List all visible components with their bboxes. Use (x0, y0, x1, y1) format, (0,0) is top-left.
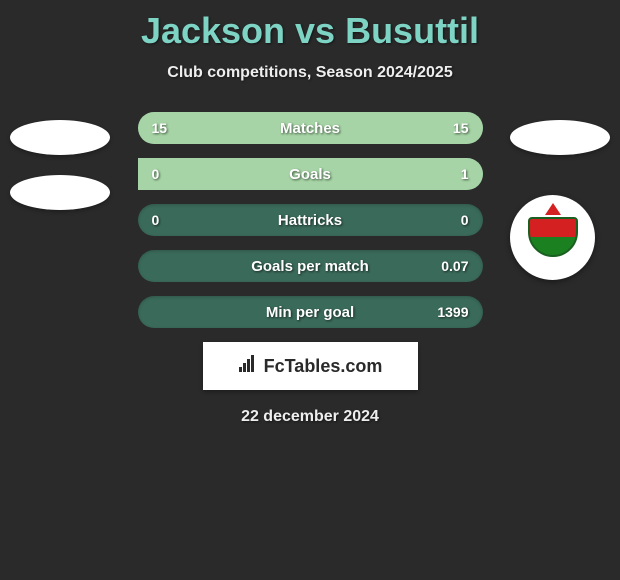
right-club-icons (510, 120, 610, 280)
stat-left-value: 0 (152, 212, 160, 228)
date-text: 22 december 2024 (0, 408, 620, 426)
stat-bar-goals: 0 Goals 1 (138, 158, 483, 190)
left-club-icons (10, 120, 110, 230)
chart-icon (238, 355, 258, 378)
stat-label: Hattricks (278, 212, 342, 229)
left-club-icon-2 (10, 175, 110, 210)
badge-shield-icon (528, 217, 578, 257)
stat-label: Goals per match (251, 258, 369, 275)
stat-right-value: 1 (461, 166, 469, 182)
stat-label: Goals (289, 166, 331, 183)
right-club-icon-1 (510, 120, 610, 155)
page-title: Jackson vs Busuttil (0, 0, 620, 52)
badge-inner-icon (520, 205, 585, 270)
stat-bar-hattricks: 0 Hattricks 0 (138, 204, 483, 236)
stat-label: Matches (280, 120, 340, 137)
subtitle-text: Club competitions, Season 2024/2025 (0, 64, 620, 82)
stat-bar-goals-per-match: Goals per match 0.07 (138, 250, 483, 282)
stat-left-value: 15 (152, 120, 168, 136)
badge-top-icon (545, 203, 561, 215)
stat-right-value: 15 (453, 120, 469, 136)
branding-box[interactable]: FcTables.com (203, 342, 418, 390)
branding-label: FcTables.com (264, 356, 383, 377)
stat-right-value: 0 (461, 212, 469, 228)
left-club-icon-1 (10, 120, 110, 155)
stat-right-value: 0.07 (441, 258, 468, 274)
balzan-fc-badge (510, 195, 595, 280)
stat-bar-matches: 15 Matches 15 (138, 112, 483, 144)
stats-container: 15 Matches 15 0 Goals 1 0 Hattricks 0 Goals per m… (138, 112, 483, 328)
stat-right-value: 1399 (437, 304, 468, 320)
stat-left-value: 0 (152, 166, 160, 182)
stat-bar-min-per-goal: Min per goal 1399 (138, 296, 483, 328)
stat-label: Min per goal (266, 304, 354, 321)
